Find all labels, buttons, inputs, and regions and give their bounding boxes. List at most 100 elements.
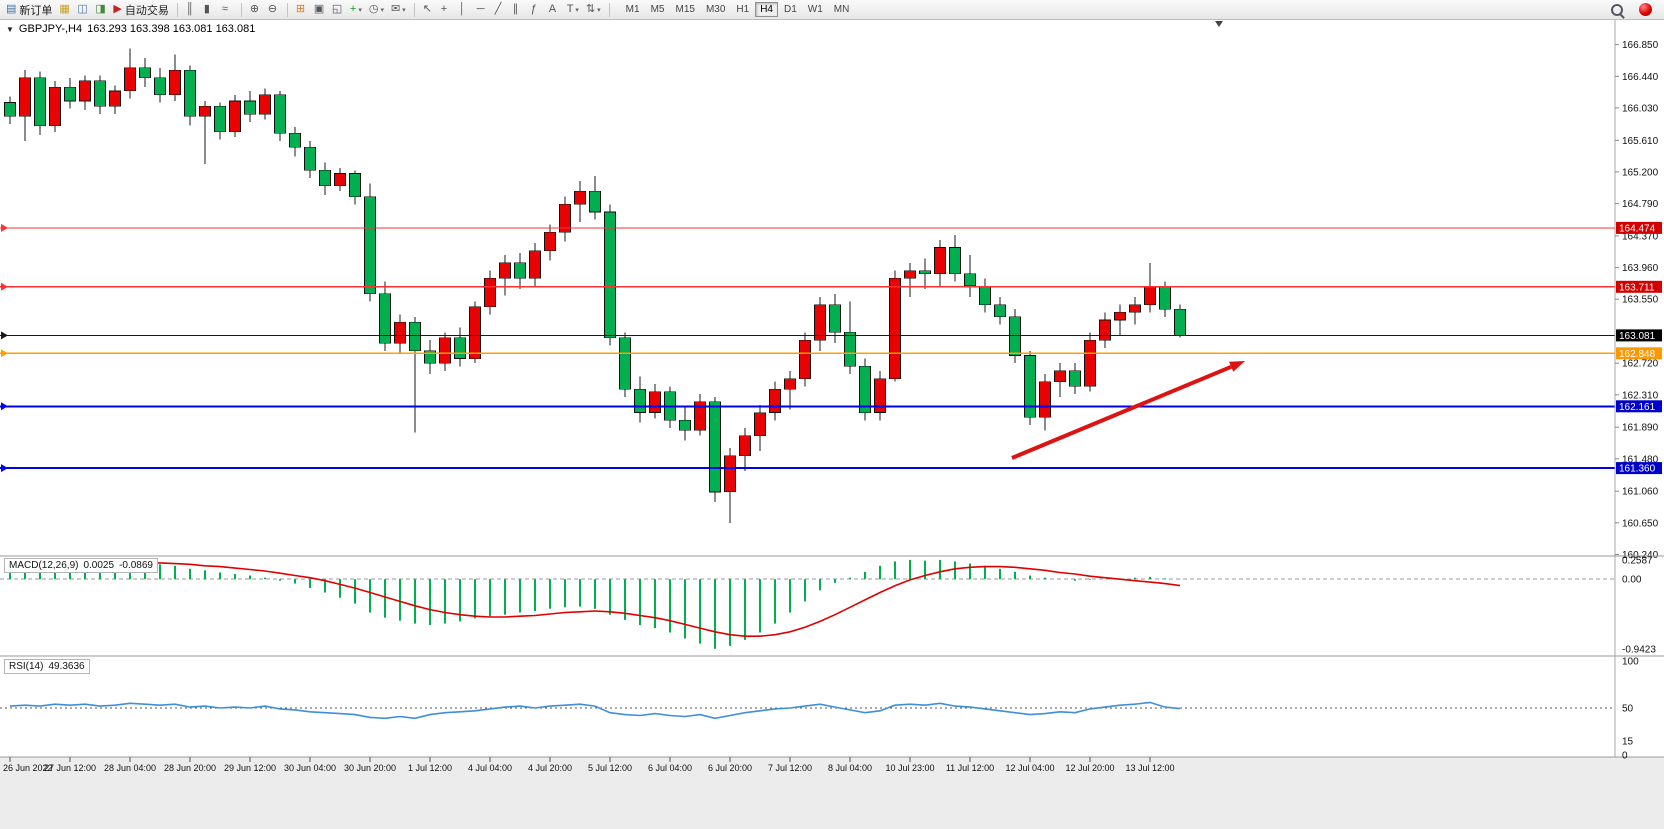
tile-windows-button[interactable]: ⊞ [293,1,310,18]
candle [979,278,991,313]
line-handle-icon[interactable] [1,402,8,411]
timeframe-m5[interactable]: M5 [646,2,670,17]
resistance-line-upper[interactable] [0,223,1615,232]
toolbar: ▤ 新订单 ▦ ◫ ◨ ▶ 自动交易 ║ ▮ ≈ ⊕ ⊖ ⊞ ▣ ◱ + ▾ ◷ ▾ ✉ ▾ ↖ + │ ─ ╱ ∥ ƒ A T ▾ ⇅ ▾ M1… [0,0,1664,20]
time-axis-label: 30 Jun 04:00 [284,763,336,773]
resistance-line-lower[interactable] [0,282,1615,291]
timeframe-h1[interactable]: H1 [731,2,754,17]
cascade-windows-button[interactable]: ▣ [311,1,328,18]
templates-icon: ✉ [390,3,401,15]
vertical-line-button[interactable]: │ [456,1,473,18]
line-handle-icon[interactable] [1,331,8,340]
chart-shift-marker[interactable] [1215,21,1223,27]
candle [1054,363,1066,398]
arrange-windows-button[interactable]: ◱ [329,1,346,18]
search-button[interactable] [1608,1,1626,18]
crosshair-button[interactable]: + [438,1,455,18]
trend-arrow[interactable] [1011,361,1245,460]
resistance-line-upper-tag: 164.474 [1616,221,1662,234]
candle [919,258,931,290]
pivot-line-orange[interactable] [0,349,1615,358]
candle [109,85,121,115]
candlestick-button[interactable]: ▮ [201,1,218,18]
vertical-line-icon: │ [458,3,466,15]
candle [829,293,841,344]
toolbar-separator [240,2,242,17]
candle [124,48,136,99]
data-window-icon: ◨ [95,3,106,15]
cursor-button[interactable]: ↖ [420,1,437,18]
line-chart-icon: ≈ [221,3,228,15]
candle [214,102,226,140]
price-tag-label: 164.474 [1619,223,1656,234]
channel-button[interactable]: ∥ [510,1,527,18]
candle [709,397,721,502]
data-window-button[interactable]: ◨ [92,1,109,18]
price-axis-label: 165.200 [1622,167,1659,178]
chart-canvas[interactable]: 166.850 166.440 166.030 165.610 165.200 164.7… [0,20,1664,829]
templates-button[interactable]: ✉ ▾ [388,1,409,18]
zoom-out-icon: ⊖ [267,3,278,15]
rsi-panel: 100 50 15 0 [0,657,1639,762]
candle [19,70,31,142]
crosshair-icon: + [440,3,448,15]
candle [454,327,466,367]
line-chart-button[interactable]: ≈ [219,1,236,18]
trendline-button[interactable]: ╱ [492,1,509,18]
line-handle-icon[interactable] [1,282,8,291]
zoom-in-button[interactable]: ⊕ [247,1,264,18]
time-axis-label: 13 Jul 12:00 [1125,763,1174,773]
support-line-lower[interactable] [0,464,1615,473]
text-button[interactable]: A [546,1,563,18]
dropdown-caret-icon: ▾ [575,6,579,14]
price-axis-label: 161.890 [1622,423,1659,434]
fibonacci-button[interactable]: ƒ [528,1,545,18]
candle [754,404,766,452]
timeframe-mn[interactable]: MN [829,2,855,17]
timeframe-d1[interactable]: D1 [779,2,802,17]
rsi-header: RSI(14) 49.3636 [4,659,90,674]
support-line-upper[interactable] [0,402,1615,411]
time-axis-label: 12 Jul 04:00 [1005,763,1054,773]
price-tag-label: 163.711 [1619,282,1655,293]
autotrading-button[interactable]: ▶ 自动交易 [110,1,171,18]
candle [874,370,886,421]
chart-symbol-period: GBPJPY-,H4 [18,23,83,35]
current-price-line[interactable] [0,331,1615,340]
macd-axis-label: 0.00 [1622,575,1642,586]
timeframe-h4[interactable]: H4 [755,2,778,17]
candle [559,196,571,242]
macd-main-value: 0.0025 [83,560,115,571]
timeframe-m30[interactable]: M30 [701,2,730,17]
profiles-button[interactable]: ◫ [74,1,91,18]
timeframe-m15[interactable]: M15 [670,2,699,17]
line-handle-icon[interactable] [1,223,8,232]
new-order-button[interactable]: ▤ 新订单 [3,1,55,18]
autotrading-icon: ▶ [113,3,122,15]
autotrading-button-label: 自动交易 [124,4,169,17]
community-button[interactable] [1636,1,1655,18]
candle [274,91,286,142]
ohlc-bars-button[interactable]: ║ [183,1,200,18]
price-axis-label: 166.440 [1622,72,1659,83]
horizontal-line-button[interactable]: ─ [474,1,491,18]
arrows-button[interactable]: ⇅ ▾ [583,1,604,18]
indicators-button[interactable]: + ▾ [347,1,365,18]
current-price-line-tag: 163.081 [1616,329,1662,342]
line-handle-icon[interactable] [1,349,8,358]
price-axis-label: 161.060 [1622,487,1659,498]
time-axis-label: 28 Jun 20:00 [164,763,216,773]
candle [409,316,421,433]
text-label-button[interactable]: T ▾ [564,1,582,18]
line-handle-icon[interactable] [1,464,8,473]
periods-button[interactable]: ◷ ▾ [366,1,387,18]
chart-window-button[interactable]: ▦ [56,1,73,18]
zoom-out-button[interactable]: ⊖ [265,1,282,18]
sphere-icon [1639,3,1652,16]
new-order-icon: ▤ [6,3,17,15]
timeframe-w1[interactable]: W1 [803,2,828,17]
candle [424,340,436,374]
window-menu-icon[interactable]: ▼ [6,24,14,34]
timeframe-m1[interactable]: M1 [621,2,645,17]
